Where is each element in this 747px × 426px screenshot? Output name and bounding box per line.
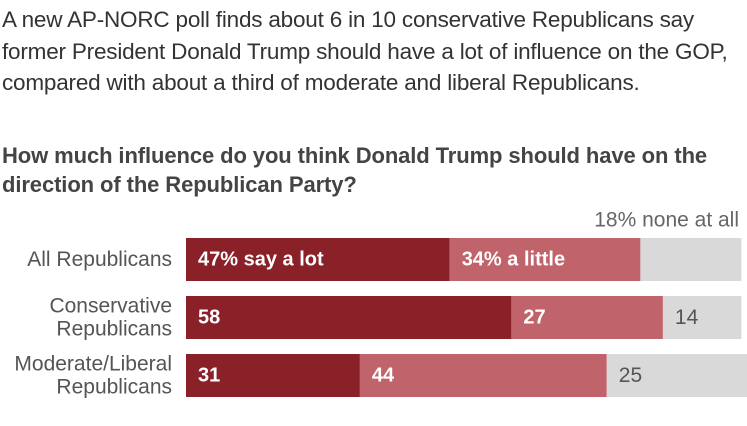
- value-label: 44: [372, 365, 395, 387]
- category-label: Conservative Republicans: [49, 295, 172, 341]
- bar-segment-none: [606, 354, 747, 397]
- value-label-group: 47% say a lot 34% a little 58 27 14 31 44 25: [198, 249, 699, 388]
- intro-text: A new AP-NORC poll finds about 6 in 10 c…: [2, 7, 728, 95]
- value-label: 31: [198, 365, 220, 387]
- annotation-group: 18% none at all: [594, 209, 739, 232]
- bar-segment-a-lot: [186, 296, 512, 339]
- bar-segment-none: [640, 238, 742, 281]
- value-label: 27: [523, 307, 545, 329]
- value-label: 34% a little: [462, 249, 565, 271]
- value-label: 47% say a lot: [198, 249, 324, 271]
- value-label: 58: [198, 307, 220, 329]
- bar-segment-a-lot: [186, 238, 450, 281]
- chart-title: How much influence do you think Donald T…: [2, 143, 708, 197]
- bar-segment-a-little: [359, 354, 607, 397]
- bar-segment-a-little: [449, 238, 641, 281]
- category-label-group: All Republicans Conservative Republicans Mo…: [14, 248, 172, 399]
- bar-group: [186, 238, 747, 397]
- category-label: All Republicans: [27, 248, 172, 271]
- bar-segment-a-little: [511, 296, 663, 339]
- value-label: 14: [675, 306, 699, 329]
- value-label: 25: [619, 364, 642, 387]
- bar-segment-none: [662, 296, 742, 339]
- bar-segment-a-lot: [186, 354, 360, 397]
- category-label: Moderate/Liberal Republicans: [14, 353, 172, 399]
- annotation-label: 18% none at all: [594, 209, 739, 232]
